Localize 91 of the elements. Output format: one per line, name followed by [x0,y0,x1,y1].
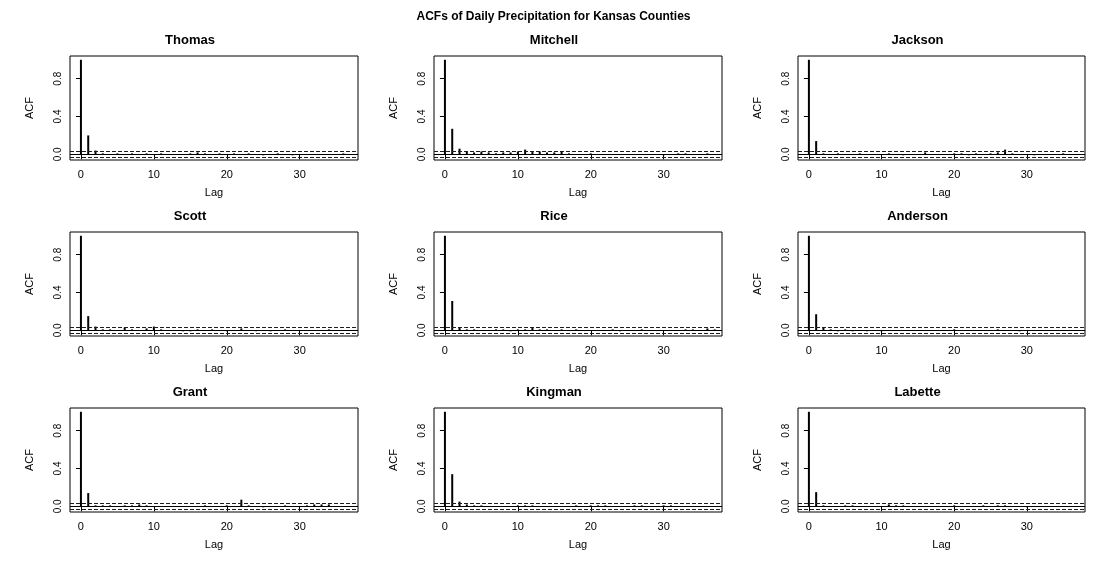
x-axis-title: Lag [568,537,588,550]
chart-title: Scott [173,208,207,223]
y-tick-label: 0.0 [415,146,427,162]
x-tick-label: 20 [584,519,597,532]
y-tick-label: 0.4 [51,109,63,124]
x-axis-title: Lag [204,185,224,198]
chart-title: Jackson [891,32,944,47]
y-tick-label: 0.4 [51,461,63,476]
x-tick-label: 0 [805,343,812,356]
y-tick-label: 0.4 [415,461,427,476]
x-tick-label: 0 [441,519,448,532]
x-tick-label: 10 [875,167,888,180]
x-tick-label: 30 [1020,167,1033,180]
x-tick-label: 30 [293,343,306,356]
y-tick-label: 0.8 [779,71,791,86]
y-tick-label: 0.0 [51,498,63,514]
chart-title: Thomas [165,32,215,47]
x-tick-label: 0 [805,167,812,180]
y-tick-label: 0.8 [415,423,427,438]
x-axis-title: Lag [204,361,224,374]
y-tick-label: 0.8 [779,247,791,262]
y-axis-title: ACF [22,448,35,471]
x-tick-label: 30 [293,519,306,532]
y-axis-title: ACF [750,448,763,471]
x-tick-label: 30 [657,167,670,180]
chart-title: Grant [172,384,209,399]
x-axis-title: Lag [568,185,588,198]
y-axis-title: ACF [386,448,399,471]
x-tick-label: 20 [584,167,597,180]
x-tick-label: 0 [441,343,448,356]
y-tick-label: 0.4 [415,109,427,124]
y-tick-label: 0.4 [415,285,427,300]
y-axis-title: ACF [750,272,763,295]
x-tick-label: 10 [147,519,160,532]
y-tick-label: 0.0 [779,322,791,338]
x-tick-label: 0 [805,519,812,532]
y-tick-label: 0.4 [51,285,63,300]
text: ACFs of Daily Precipitation for Kansas Counties [415,8,692,25]
x-tick-label: 0 [77,343,84,356]
x-tick-label: 0 [77,167,84,180]
chart-title: Anderson [887,208,948,223]
x-tick-label: 10 [147,343,160,356]
x-tick-label: 20 [948,167,961,180]
y-tick-label: 0.4 [779,109,791,124]
x-tick-label: 0 [77,519,84,532]
x-tick-label: 10 [147,167,160,180]
y-tick-label: 0.8 [51,247,63,262]
x-tick-label: 10 [511,519,524,532]
chart-title: Kingman [526,384,582,399]
x-tick-label: 0 [441,167,448,180]
y-tick-label: 0.8 [415,71,427,86]
chart-title: Labette [894,384,941,399]
x-axis-title: Lag [932,185,951,198]
x-tick-label: 30 [1020,519,1033,532]
chart-title: Mitchell [529,32,579,47]
x-tick-label: 30 [657,343,670,356]
y-tick-label: 0.0 [415,322,427,338]
y-tick-label: 0.8 [51,71,63,86]
y-tick-label: 0.8 [415,247,427,262]
x-tick-label: 30 [657,519,670,532]
y-tick-label: 0.0 [415,498,427,514]
x-axis-title: Lag [204,537,224,550]
x-tick-label: 10 [511,167,524,180]
x-axis-title: Lag [932,537,951,550]
x-tick-label: 10 [875,519,888,532]
x-tick-label: 10 [875,343,888,356]
chart-title: Rice [540,208,568,223]
x-tick-label: 20 [948,519,961,532]
y-tick-label: 0.0 [779,146,791,162]
y-axis-title: ACF [386,96,399,119]
y-tick-label: 0.0 [51,146,63,162]
x-tick-label: 20 [220,343,233,356]
y-tick-label: 0.8 [51,423,63,438]
x-tick-label: 30 [293,167,306,180]
x-tick-label: 20 [220,519,233,532]
y-axis-title: ACF [386,272,399,295]
x-tick-label: 20 [584,343,597,356]
y-axis-title: ACF [22,272,35,295]
x-tick-label: 20 [948,343,961,356]
y-axis-title: ACF [750,96,763,119]
x-axis-title: Lag [568,361,588,374]
y-tick-label: 0.4 [779,461,791,476]
x-tick-label: 10 [511,343,524,356]
x-tick-label: 20 [220,167,233,180]
x-tick-label: 30 [1020,343,1033,356]
y-axis-title: ACF [22,96,35,119]
x-axis-title: Lag [932,361,951,374]
y-tick-label: 0.8 [779,423,791,438]
y-tick-label: 0.0 [779,498,791,514]
y-tick-label: 0.0 [51,322,63,338]
y-tick-label: 0.4 [779,285,791,300]
